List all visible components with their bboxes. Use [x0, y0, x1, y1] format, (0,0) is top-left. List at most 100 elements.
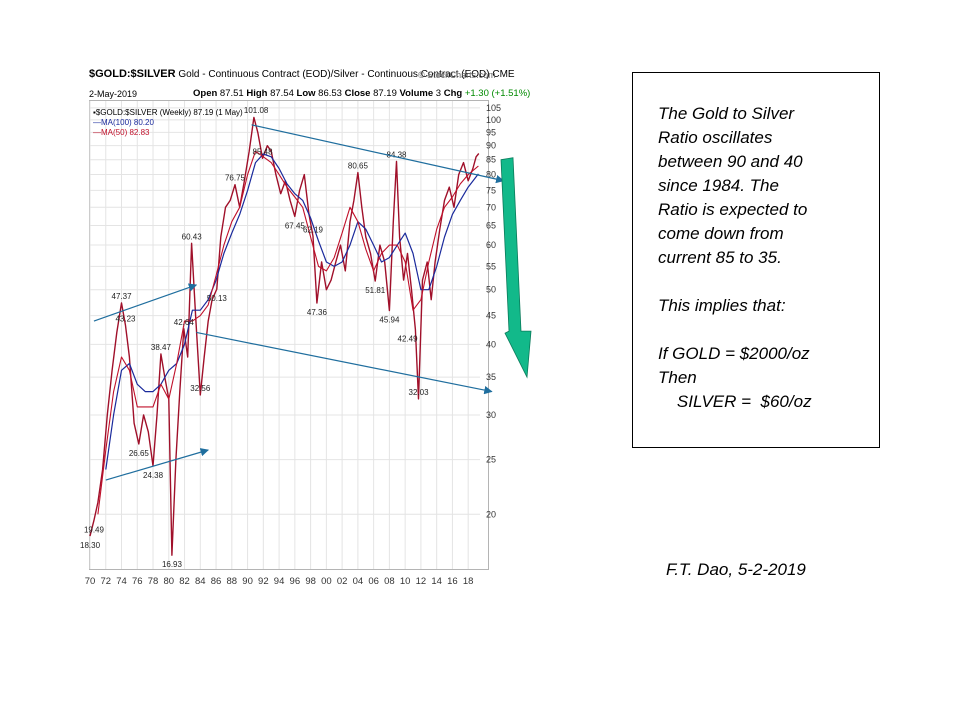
volume-value: 3: [435, 88, 442, 99]
y-tick-label: 105: [486, 103, 501, 113]
y-tick-label: 55: [486, 261, 496, 271]
y-tick-label: 95: [486, 127, 496, 137]
source-label: © StockCharts.com: [418, 70, 496, 80]
author-signature: F.T. Dao, 5-2-2019: [666, 560, 806, 579]
x-tick-label: 92: [258, 576, 269, 587]
trend-arrow: [105, 448, 209, 481]
note-line: between 90 and 40: [658, 152, 803, 171]
data-label: 24.38: [143, 471, 164, 480]
x-tick-label: 08: [384, 576, 395, 587]
open-value: 87.51: [219, 88, 244, 99]
data-label: 80.65: [348, 162, 369, 171]
x-tick-label: 12: [416, 576, 427, 587]
y-tick-label: 80: [486, 170, 496, 180]
y-tick-label: 70: [486, 202, 496, 212]
x-tick-label: 88: [227, 576, 238, 587]
note-line: come down from: [658, 224, 784, 243]
data-label: 50.13: [207, 294, 228, 303]
x-tick-label: 96: [290, 576, 301, 587]
x-tick-label: 94: [274, 576, 285, 587]
data-label: 85.48: [253, 147, 274, 156]
y-tick-label: 20: [486, 509, 496, 519]
chart-date: 2-May-2019: [89, 89, 138, 99]
trend-arrow: [196, 331, 493, 395]
close-label: Close: [344, 88, 371, 99]
chg-value: +1.30 (+1.51%): [464, 88, 531, 99]
x-tick-label: 98: [305, 576, 316, 587]
x-tick-label: 14: [431, 576, 442, 587]
note-line: since 1984. The: [658, 176, 779, 195]
high-label: High: [246, 88, 268, 99]
data-label: 47.36: [307, 308, 328, 317]
note-line: This implies that:: [658, 296, 786, 315]
high-value: 87.54: [270, 88, 294, 99]
data-label: 60.43: [182, 232, 203, 241]
trend-arrow: [93, 283, 198, 322]
note-line: current 85 to 35.: [658, 248, 782, 267]
x-tick-label: 06: [368, 576, 379, 587]
forecast-arrow: [500, 157, 532, 379]
data-label: 62.19: [303, 225, 324, 234]
y-tick-label: 75: [486, 185, 496, 195]
note-line: [658, 270, 878, 294]
chart-symbol: $GOLD:$SILVER: [89, 68, 176, 80]
chart-subtitle: Gold - Continuous Contract (EOD)/Silver …: [178, 69, 515, 80]
x-tick-label: 72: [100, 576, 111, 587]
legend-ma50: —MA(50) 82.83: [93, 128, 150, 137]
note-line: SILVER = $60/oz: [658, 392, 812, 411]
data-label: 18.30: [80, 541, 101, 550]
x-tick-label: 86: [211, 576, 222, 587]
open-label: Open: [193, 88, 218, 99]
y-tick-label: 100: [486, 115, 501, 125]
x-tick-label: 74: [116, 576, 127, 587]
data-label: 32.03: [409, 388, 430, 397]
data-label: 26.65: [129, 449, 150, 458]
x-tick-label: 02: [337, 576, 348, 587]
volume-label: Volume: [399, 88, 434, 99]
y-tick-label: 90: [486, 141, 496, 151]
y-tick-label: 60: [486, 240, 496, 250]
chart-legend: ▪$GOLD:$SILVER (Weekly) 87.19 (1 May) —M…: [93, 108, 243, 138]
data-label: 51.81: [365, 286, 386, 295]
ohlc-readout: Open 87.51 High 87.54 Low 86.53 Close 87…: [193, 88, 530, 99]
data-label: 16.93: [162, 560, 183, 569]
y-tick-label: 85: [486, 155, 496, 165]
note-line: Ratio oscillates: [658, 128, 773, 147]
data-label: 43.23: [115, 314, 136, 323]
note-line: Then: [658, 368, 697, 387]
plot-area: [89, 100, 489, 570]
x-tick-label: 70: [85, 576, 96, 587]
x-tick-label: 16: [447, 576, 458, 587]
x-tick-label: 82: [179, 576, 190, 587]
data-label: 45.94: [379, 315, 400, 324]
note-box: [632, 72, 880, 448]
data-label: 19.49: [84, 526, 105, 535]
note-text: The Gold to Silver Ratio oscillates betw…: [658, 102, 878, 414]
y-tick-label: 65: [486, 220, 496, 230]
close-value: 87.19: [373, 88, 397, 99]
data-label: 67.45: [285, 221, 306, 230]
series-line: [105, 153, 479, 470]
x-tick-label: 78: [148, 576, 159, 587]
x-tick-label: 10: [400, 576, 411, 587]
x-tick-label: 00: [321, 576, 332, 587]
x-tick-label: 76: [132, 576, 143, 587]
chart-title: $GOLD:$SILVER Gold - Continuous Contract…: [89, 68, 515, 80]
data-label: 101.08: [244, 106, 269, 115]
series-line: [97, 150, 479, 515]
legend-ma100: —MA(100) 80.20: [93, 118, 154, 127]
note-line: [658, 318, 878, 342]
data-label: 32.56: [190, 384, 211, 393]
chg-label: Chg: [443, 88, 463, 99]
x-tick-label: 84: [195, 576, 206, 587]
data-label: 38.47: [151, 343, 172, 352]
x-tick-label: 04: [353, 576, 364, 587]
trend-arrow: [251, 124, 505, 184]
data-label: 42.49: [398, 335, 419, 344]
data-label: 42.64: [174, 318, 195, 327]
data-label: 47.37: [112, 292, 133, 301]
y-tick-label: 35: [486, 372, 496, 382]
note-line: If GOLD = $2000/oz: [658, 344, 810, 363]
data-label: 84.38: [386, 150, 407, 159]
low-label: Low: [296, 88, 316, 99]
